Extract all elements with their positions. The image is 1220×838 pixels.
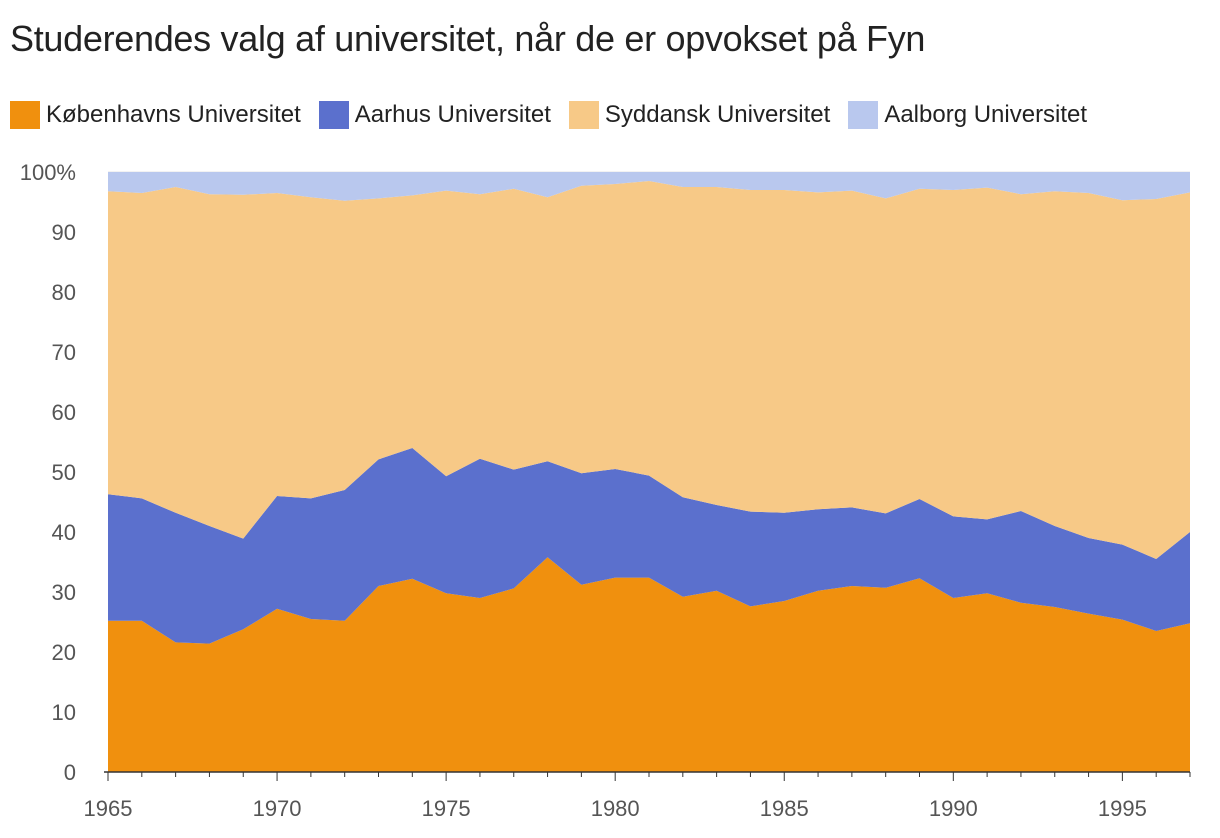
y-tick-label-30: 30 <box>52 580 76 605</box>
x-tick-label-1985: 1985 <box>760 796 809 821</box>
legend-item-syddansk: Syddansk Universitet <box>568 101 831 129</box>
y-tick-label-10: 10 <box>52 700 76 725</box>
legend-swatch-syddansk <box>568 101 599 129</box>
legend-swatch-aalborg <box>848 101 879 129</box>
y-tick-label-50: 50 <box>52 460 76 485</box>
x-tick-label-1980: 1980 <box>591 796 640 821</box>
area-series <box>108 172 1190 772</box>
y-tick-label-100: 100% <box>20 160 76 185</box>
axes: 0 10 20 30 40 50 60 70 80 90 100% 1965 1970 1975 1980 1… <box>20 160 1191 821</box>
x-tick-label-1965: 1965 <box>84 796 133 821</box>
legend-swatch-aarhus <box>318 101 349 129</box>
legend-item-aarhus: Aarhus Universitet <box>318 101 551 129</box>
legend-label-aarhus: Aarhus Universitet <box>354 101 551 128</box>
y-tick-label-20: 20 <box>52 640 76 665</box>
legend-item-aalborg: Aalborg Universitet <box>848 101 1087 129</box>
legend-label-koebenhavn: Københavns Universitet <box>46 101 301 128</box>
area-aarhus-universitet <box>108 448 1190 644</box>
y-tick-label-60: 60 <box>52 400 76 425</box>
area-syddansk-universitet <box>108 181 1190 559</box>
legend-item-koebenhavn: Københavns Universitet <box>10 101 301 129</box>
legend: Københavns Universitet Aarhus Universite… <box>10 101 1105 129</box>
y-tick-label-40: 40 <box>52 520 76 545</box>
area-aalborg-universitet <box>108 172 1190 201</box>
x-tick-label-1995: 1995 <box>1098 796 1147 821</box>
y-tick-label-0: 0 <box>64 760 76 785</box>
area-københavns-universitet <box>108 557 1190 772</box>
chart-title: Studerendes valg af universitet, når de … <box>10 18 926 59</box>
legend-label-aalborg: Aalborg Universitet <box>884 101 1088 128</box>
x-tick-label-1990: 1990 <box>929 796 978 821</box>
x-tick-label-1975: 1975 <box>422 796 471 821</box>
y-tick-label-80: 80 <box>52 280 76 305</box>
x-tick-label-1970: 1970 <box>253 796 302 821</box>
y-tick-label-90: 90 <box>52 220 76 245</box>
legend-swatch-koebenhavn <box>10 101 40 129</box>
y-tick-label-70: 70 <box>52 340 76 365</box>
legend-label-syddansk: Syddansk Universitet <box>604 101 831 128</box>
